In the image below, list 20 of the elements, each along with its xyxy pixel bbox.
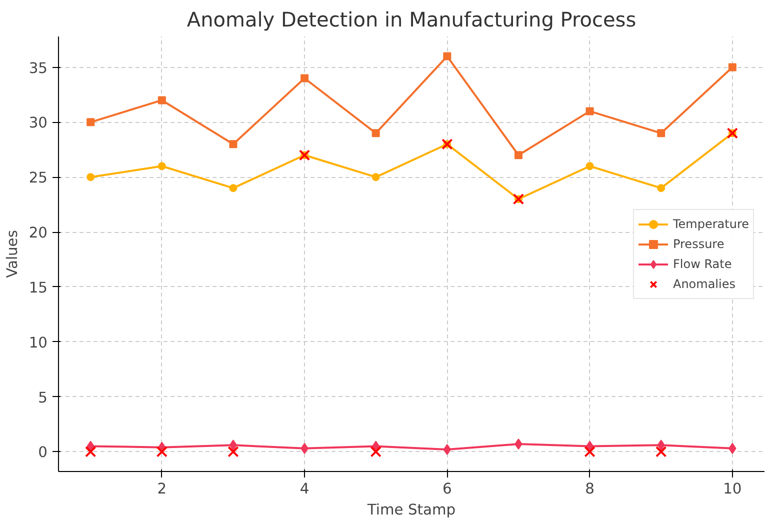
y-tick-label: 35: [28, 60, 48, 77]
legend-label: Temperature: [672, 216, 749, 230]
x-tick-label: 4: [300, 480, 310, 498]
y-tick-label: 25: [28, 170, 48, 187]
x-tick-label: 6: [442, 480, 452, 498]
y-tick-label: 0: [38, 444, 48, 462]
legend-label: Anomalies: [672, 276, 736, 290]
y-axis-title: Values: [4, 230, 21, 278]
chart-title: Anomaly Detection in Manufacturing Process: [186, 8, 636, 32]
y-tick-label: 20: [28, 224, 48, 242]
y-tick-label: 15: [28, 279, 48, 296]
y-tick-label: 5: [38, 389, 48, 406]
x-axis-title: Time Stamp: [366, 502, 456, 518]
y-tick-label: 10: [28, 334, 48, 352]
x-tick-label: 2: [157, 480, 167, 498]
x-tick-label: 10: [723, 480, 742, 498]
legend-label: Pressure: [672, 236, 724, 250]
legend-label: Flow Rate: [672, 256, 732, 270]
y-tick-label: 30: [28, 114, 48, 132]
x-tick-label: 8: [585, 480, 594, 498]
